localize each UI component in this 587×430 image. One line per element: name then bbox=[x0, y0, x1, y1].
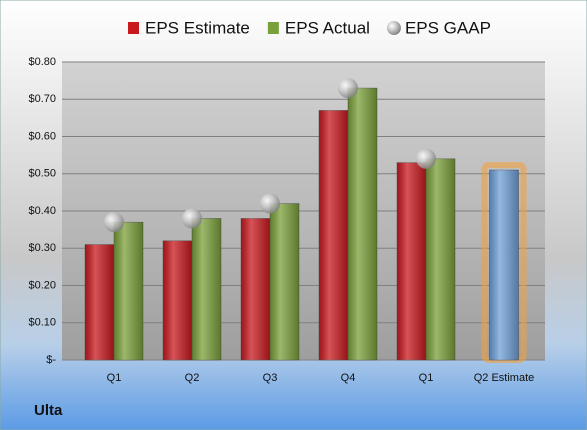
legend-marker bbox=[128, 22, 139, 34]
y-tick-label: $0.80 bbox=[28, 56, 56, 68]
gaap-marker bbox=[416, 148, 436, 169]
y-tick-label: $0.20 bbox=[28, 279, 56, 291]
bar-shine bbox=[192, 218, 221, 360]
bar-shine bbox=[270, 203, 299, 360]
x-tick-label: Q4 bbox=[341, 372, 356, 384]
y-tick-label: $0.50 bbox=[28, 168, 56, 180]
x-tick-label: Q3 bbox=[263, 372, 278, 384]
bar-shine bbox=[319, 110, 348, 360]
y-tick-label: $0.10 bbox=[28, 317, 56, 329]
bar-shine bbox=[163, 240, 192, 360]
legend-label: EPS Actual bbox=[285, 18, 370, 37]
x-tick-label: Q1 bbox=[107, 372, 122, 384]
bar-shine bbox=[489, 170, 519, 360]
legend-label: EPS GAAP bbox=[405, 18, 491, 37]
x-tick-label: Q1 bbox=[419, 372, 434, 384]
y-tick-label: $0.30 bbox=[28, 242, 56, 254]
gaap-marker bbox=[338, 78, 358, 99]
legend-marker bbox=[386, 21, 401, 35]
x-tick-label: Q2 Estimate bbox=[474, 372, 535, 384]
y-tick-label: $0.70 bbox=[28, 93, 56, 105]
y-tick-label: $0.60 bbox=[28, 130, 56, 142]
gaap-marker bbox=[182, 208, 202, 229]
x-tick-label: Q2 bbox=[185, 372, 200, 384]
footer: Ulta bbox=[34, 402, 63, 419]
bar-shine bbox=[426, 158, 455, 360]
bar-shine bbox=[241, 218, 270, 360]
gaap-marker bbox=[104, 212, 124, 233]
legend-marker bbox=[267, 22, 279, 34]
y-tick-label: $0.40 bbox=[28, 205, 56, 217]
bar-shine bbox=[114, 222, 143, 360]
y-tick-label: $- bbox=[46, 354, 56, 366]
bar-shine bbox=[348, 88, 377, 360]
bar-shine bbox=[397, 162, 426, 360]
bar-shine bbox=[85, 244, 114, 360]
gaap-marker bbox=[260, 193, 280, 214]
legend-label: EPS Estimate bbox=[145, 18, 250, 37]
